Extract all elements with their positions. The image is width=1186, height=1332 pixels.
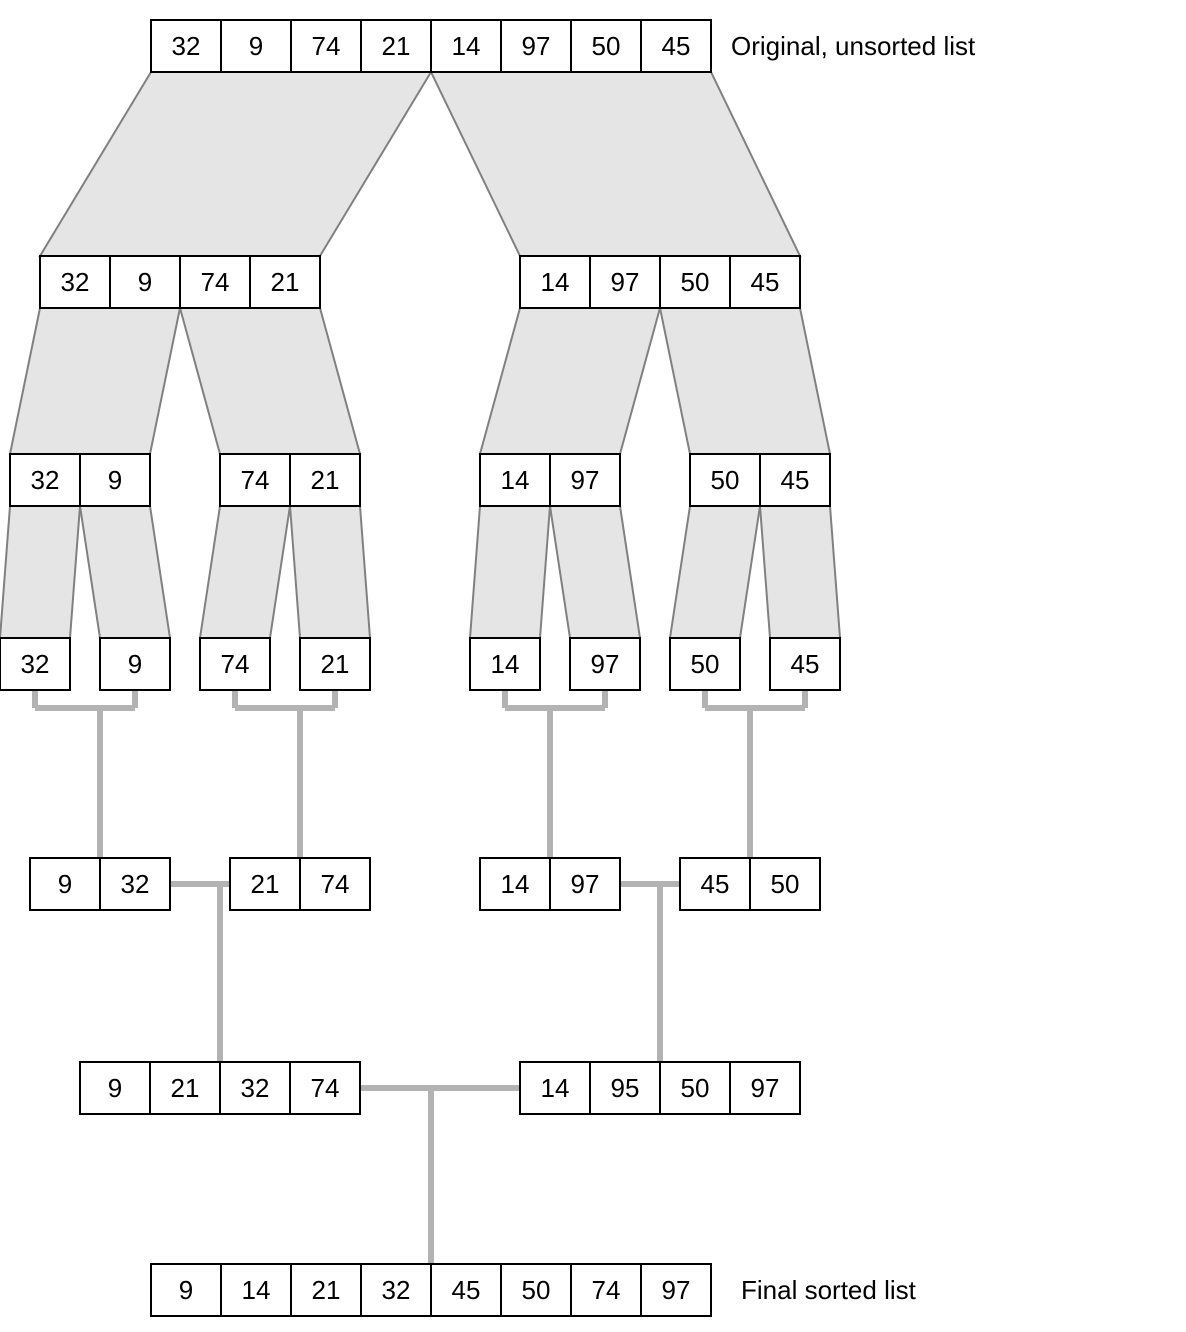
r3_4: 14	[470, 638, 540, 690]
label-original: Original, unsorted list	[731, 31, 976, 61]
r3_1: 9	[100, 638, 170, 690]
r2LL: 32 9	[10, 454, 150, 506]
array-value: 21	[321, 649, 350, 679]
array-value: 21	[171, 1073, 200, 1103]
array-value: 9	[249, 31, 263, 61]
array-value: 32	[121, 869, 150, 899]
r3_7: 45	[770, 638, 840, 690]
array-value: 45	[791, 649, 820, 679]
split-band	[40, 72, 431, 256]
array-value: 97	[662, 1275, 691, 1305]
split-band	[180, 308, 360, 454]
array-value: 9	[108, 1073, 122, 1103]
array-value: 74	[201, 267, 230, 297]
r2RR: 50 45	[690, 454, 830, 506]
array-value: 14	[541, 267, 570, 297]
r3_6: 50	[670, 638, 740, 690]
array-value: 50	[771, 869, 800, 899]
array-value: 97	[571, 465, 600, 495]
array-value: 9	[179, 1275, 193, 1305]
array-value: 50	[691, 649, 720, 679]
array-value: 9	[128, 649, 142, 679]
array-value: 9	[108, 465, 122, 495]
split-band	[670, 506, 760, 638]
r3_5: 97	[570, 638, 640, 690]
array-value: 32	[382, 1275, 411, 1305]
array-value: 95	[611, 1073, 640, 1103]
array-value: 50	[711, 465, 740, 495]
split-band	[200, 506, 290, 638]
array-value: 14	[491, 649, 520, 679]
split-band	[290, 506, 370, 638]
r4_2: 14 97	[480, 858, 620, 910]
r3_0: 32	[0, 638, 70, 690]
array-value: 74	[321, 869, 350, 899]
label-final: Final sorted list	[741, 1275, 917, 1305]
r2LR: 74 21	[220, 454, 360, 506]
array-value: 97	[522, 31, 551, 61]
array-value: 9	[138, 267, 152, 297]
r0: 32 9 74 21 14 97 50 45	[151, 20, 711, 72]
r5_1: 14 95 50 97	[520, 1062, 800, 1114]
r2RL: 14 97	[480, 454, 620, 506]
array-value: 45	[781, 465, 810, 495]
array-value: 14	[452, 31, 481, 61]
array-value: 45	[701, 869, 730, 899]
r3_2: 74	[200, 638, 270, 690]
array-value: 45	[452, 1275, 481, 1305]
r4_3: 45 50	[680, 858, 820, 910]
array-value: 9	[58, 869, 72, 899]
array-value: 74	[221, 649, 250, 679]
split-band	[10, 308, 180, 454]
r3_3: 21	[300, 638, 370, 690]
array-value: 97	[571, 869, 600, 899]
array-value: 97	[611, 267, 640, 297]
array-value: 14	[501, 465, 530, 495]
array-value: 32	[241, 1073, 270, 1103]
array-value: 21	[271, 267, 300, 297]
split-band	[660, 308, 830, 454]
array-value: 14	[501, 869, 530, 899]
array-value: 32	[31, 465, 60, 495]
array-value: 45	[751, 267, 780, 297]
array-value: 21	[251, 869, 280, 899]
split-band	[0, 506, 80, 638]
split-band	[80, 506, 170, 638]
array-value: 74	[311, 1073, 340, 1103]
array-value: 74	[312, 31, 341, 61]
array-value: 14	[541, 1073, 570, 1103]
r6: 9 14 21 32 45 50 74 97	[151, 1264, 711, 1316]
r4_1: 21 74	[230, 858, 370, 910]
array-value: 14	[242, 1275, 271, 1305]
array-value: 97	[591, 649, 620, 679]
r1R: 14 97 50 45	[520, 256, 800, 308]
r1L: 32 9 74 21	[40, 256, 320, 308]
split-band	[431, 72, 800, 256]
array-value: 45	[662, 31, 691, 61]
array-value: 32	[61, 267, 90, 297]
array-value: 50	[592, 31, 621, 61]
split-band	[760, 506, 840, 638]
array-value: 50	[681, 1073, 710, 1103]
array-value: 32	[21, 649, 50, 679]
r4_0: 9 32	[30, 858, 170, 910]
array-value: 50	[522, 1275, 551, 1305]
array-value: 74	[592, 1275, 621, 1305]
split-band	[470, 506, 550, 638]
array-value: 21	[311, 465, 340, 495]
array-value: 21	[312, 1275, 341, 1305]
r5_0: 9 21 32 74	[80, 1062, 360, 1114]
split-band	[480, 308, 660, 454]
array-value: 21	[382, 31, 411, 61]
array-value: 50	[681, 267, 710, 297]
array-value: 97	[751, 1073, 780, 1103]
split-band	[550, 506, 640, 638]
array-value: 74	[241, 465, 270, 495]
merge-sort-diagram: 3297421149750453297421149750453297421149…	[0, 0, 1186, 1332]
array-value: 32	[172, 31, 201, 61]
